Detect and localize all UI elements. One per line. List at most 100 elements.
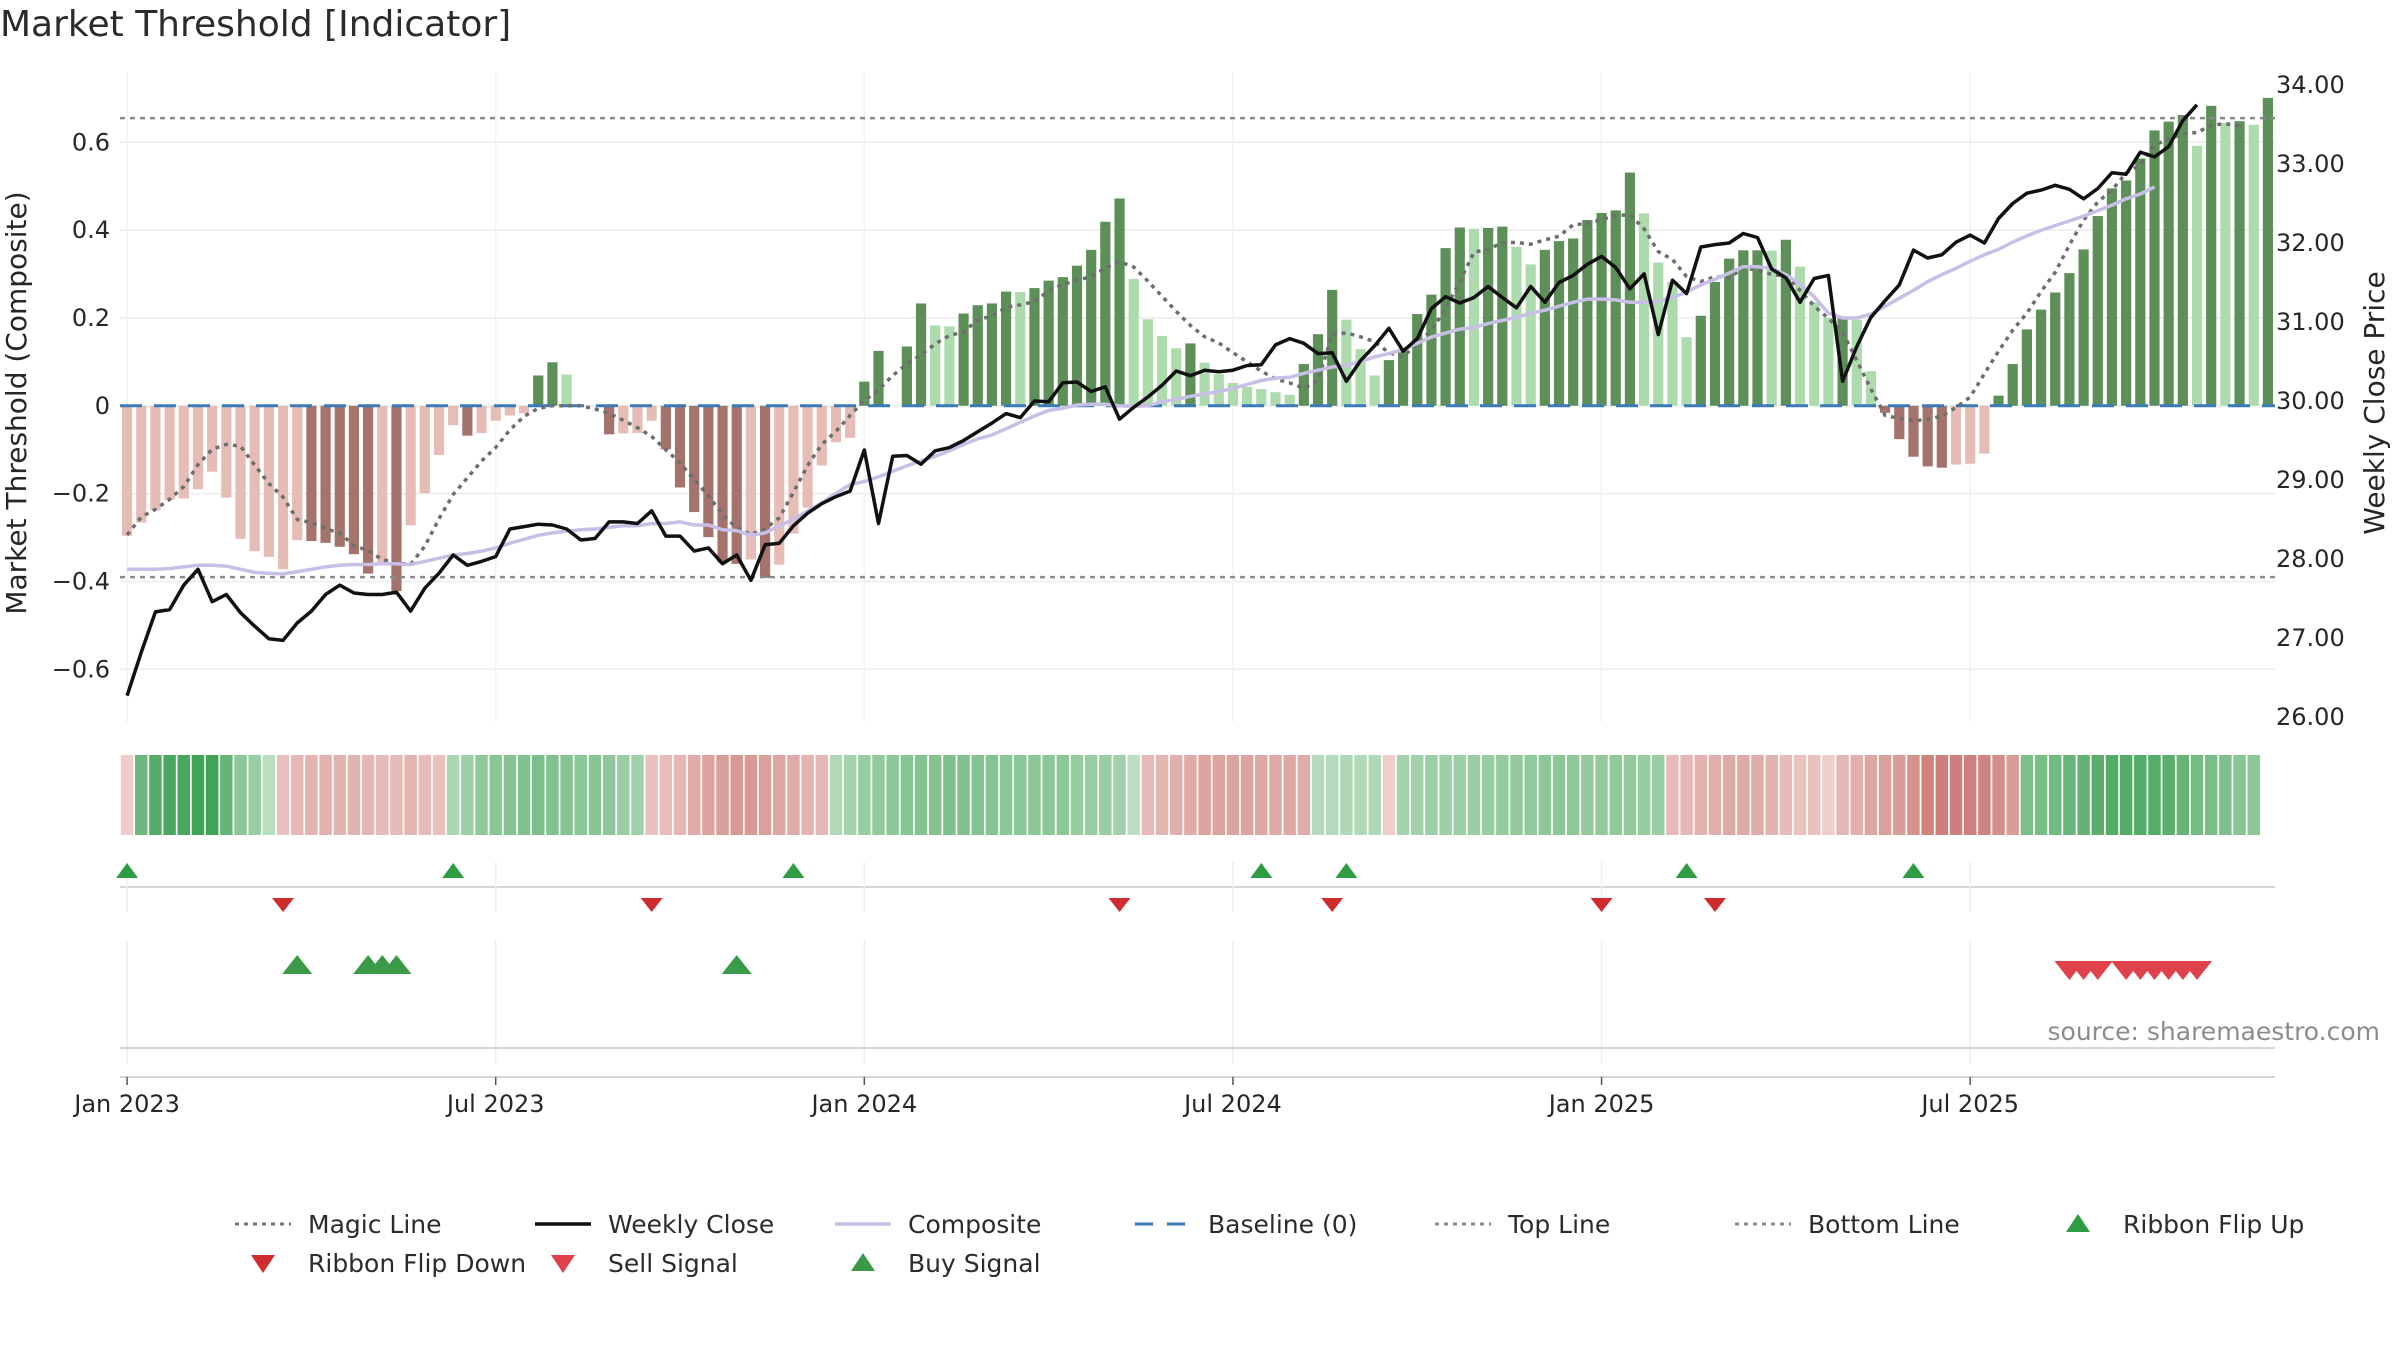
ribbon-flip-up-marker bbox=[1675, 863, 1698, 878]
composite-bar bbox=[745, 405, 757, 560]
ribbon-cell bbox=[985, 755, 999, 835]
left-tick-label: 0.2 bbox=[72, 304, 110, 332]
ribbon-cell bbox=[2190, 755, 2204, 835]
composite-bar bbox=[944, 326, 955, 406]
ribbon-cell bbox=[1042, 755, 1055, 835]
ribbon-cell bbox=[2091, 755, 2105, 835]
sell-signal-marker bbox=[2182, 961, 2213, 980]
composite-bar bbox=[1454, 227, 1465, 406]
left-tick-label: 0.4 bbox=[72, 216, 110, 244]
composite-bar bbox=[178, 405, 189, 499]
ribbon-cell bbox=[361, 755, 375, 835]
ribbon-cell bbox=[1325, 755, 1339, 835]
ribbon-cell bbox=[489, 755, 502, 835]
right-tick-label: 28.00 bbox=[2276, 545, 2345, 573]
ribbon-cell bbox=[149, 755, 162, 835]
composite-bar bbox=[1539, 249, 1550, 406]
composite-bar bbox=[518, 405, 530, 414]
composite-bar bbox=[2092, 216, 2103, 406]
composite-bar bbox=[1412, 313, 1423, 406]
composite-bar bbox=[1993, 395, 2004, 406]
ribbon-cell bbox=[418, 755, 432, 835]
composite-bar bbox=[1256, 389, 1267, 406]
composite-bar bbox=[1965, 405, 1976, 464]
ribbon-cell bbox=[446, 755, 460, 835]
composite-bar bbox=[221, 405, 232, 498]
composite-bar bbox=[1397, 350, 1409, 406]
left-tick-label: −0.4 bbox=[52, 567, 110, 595]
ribbon-cell bbox=[1099, 755, 1112, 835]
ribbon-cell bbox=[347, 755, 361, 835]
ribbon-cell bbox=[1637, 755, 1651, 835]
composite-bar bbox=[1596, 212, 1607, 406]
composite-bar bbox=[859, 381, 870, 406]
composite-bar bbox=[192, 405, 204, 490]
composite-bar bbox=[986, 303, 998, 406]
ribbon-cell bbox=[659, 755, 673, 835]
composite-bar bbox=[731, 405, 742, 564]
x-tick-label: Jan 2023 bbox=[72, 1090, 180, 1118]
ribbon-cell bbox=[716, 755, 729, 835]
composite-bar bbox=[334, 405, 345, 547]
composite-bar bbox=[2206, 105, 2217, 406]
ribbon-cell bbox=[1623, 755, 1637, 835]
composite-bar bbox=[1766, 250, 1777, 406]
ribbon-cell bbox=[1141, 755, 1155, 835]
composite-bar bbox=[292, 405, 303, 541]
composite-bar bbox=[1029, 288, 1040, 406]
ribbon-cell bbox=[2063, 755, 2076, 835]
composite-bar bbox=[1667, 281, 1678, 406]
composite-bar bbox=[2035, 309, 2047, 406]
ribbon-cell bbox=[1963, 755, 1977, 835]
ribbon-cell bbox=[546, 755, 559, 835]
composite-bar bbox=[1043, 280, 1054, 406]
ribbon-cell bbox=[687, 755, 701, 835]
right-tick-label: 34.00 bbox=[2276, 71, 2345, 99]
ribbon-cell bbox=[801, 755, 814, 835]
composite-bar bbox=[2234, 121, 2245, 406]
composite-bar bbox=[2191, 145, 2203, 406]
composite-bar bbox=[1638, 213, 1650, 406]
ribbon-cell bbox=[602, 755, 616, 835]
ribbon-cell bbox=[1127, 755, 1140, 835]
composite-bar bbox=[901, 346, 912, 406]
ribbon-cell bbox=[1283, 755, 1296, 835]
legend-swatch bbox=[2066, 1214, 2090, 1232]
composite-bar bbox=[1015, 292, 1026, 406]
magic-line bbox=[125, 122, 2240, 567]
composite-bar bbox=[207, 405, 218, 472]
right-tick-label: 32.00 bbox=[2276, 229, 2345, 257]
ribbon-cell bbox=[1680, 755, 1693, 835]
composite-bar bbox=[1823, 317, 1834, 406]
composite-bar bbox=[348, 405, 360, 555]
composite-bar bbox=[1426, 294, 1437, 406]
composite-bar bbox=[1908, 405, 1919, 457]
composite-bar bbox=[1327, 289, 1338, 406]
composite-bar bbox=[660, 405, 671, 450]
right-tick-label: 33.00 bbox=[2276, 150, 2345, 178]
ribbon-cell bbox=[1992, 755, 2005, 835]
ribbon-cell bbox=[177, 755, 191, 835]
composite-bar bbox=[1000, 291, 1012, 406]
composite-bar bbox=[1355, 349, 1366, 406]
ribbon-cell bbox=[205, 755, 219, 835]
ribbon-cell bbox=[1297, 755, 1311, 835]
ribbon-cell bbox=[1793, 755, 1807, 835]
ribbon-cell bbox=[886, 755, 899, 835]
legend-item: Ribbon Flip Up bbox=[2066, 1210, 2304, 1239]
ribbon-flip-up-marker bbox=[1902, 863, 1925, 878]
legend-label: Baseline (0) bbox=[1208, 1210, 1357, 1239]
composite-bar bbox=[845, 405, 856, 438]
ribbon-cell bbox=[1014, 755, 1027, 835]
ribbon-flip-down-marker bbox=[1321, 898, 1344, 912]
composite-bar bbox=[2121, 180, 2132, 406]
legend-label: Top Line bbox=[1507, 1210, 1610, 1239]
composite-bar bbox=[1681, 337, 1692, 406]
ribbon-flip-up-marker bbox=[1250, 863, 1273, 878]
ribbon-cell bbox=[758, 755, 772, 835]
legend-item: Composite bbox=[835, 1210, 1041, 1239]
composite-bar bbox=[320, 405, 331, 543]
legend-label: Buy Signal bbox=[908, 1249, 1041, 1278]
composite-bar bbox=[504, 405, 515, 416]
legend-item: Top Line bbox=[1435, 1210, 1610, 1239]
